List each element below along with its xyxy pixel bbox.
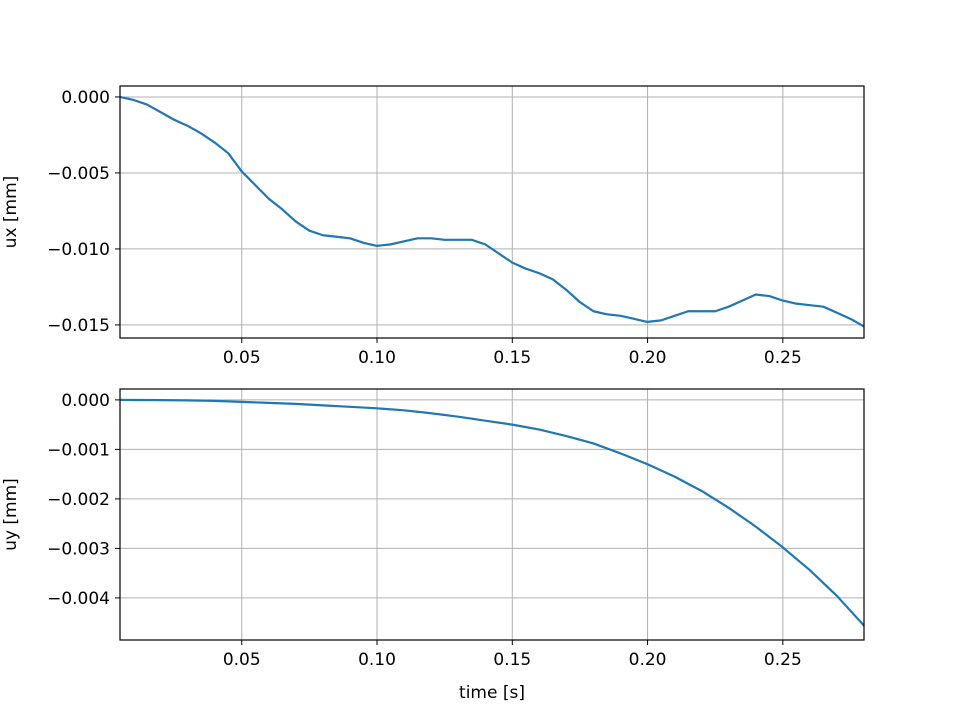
x-tick-label: 0.25 [764,348,802,368]
x-axis-label: time [s] [459,683,525,703]
x-tick-label: 0.05 [223,348,261,368]
y-tick-label: 0.000 [61,391,110,411]
y-tick-label: −0.003 [47,539,110,559]
data-line [119,95,865,328]
axes-frame [119,85,865,339]
y-tick-label: −0.002 [47,490,110,510]
y-tick-label: −0.004 [47,589,110,609]
axes-frame [119,388,865,641]
x-tick-label: 0.15 [493,348,531,368]
y-tick-label: 0.000 [61,88,110,108]
x-tick-label: 0.25 [764,650,802,670]
x-tick-label: 0.10 [358,650,396,670]
y-tick-label: −0.001 [47,440,110,460]
x-tick-label: 0.10 [358,348,396,368]
y-axis-label: ux [mm] [1,176,21,249]
x-tick-label: 0.20 [629,650,667,670]
y-tick-label: −0.010 [47,240,110,260]
x-tick-label: 0.05 [223,650,261,670]
x-tick-label: 0.20 [629,348,667,368]
y-tick-label: −0.005 [47,164,110,184]
y-axis-label: uy [mm] [1,478,21,551]
data-line [119,398,865,627]
y-tick-label: −0.015 [47,316,110,336]
x-tick-label: 0.15 [493,650,531,670]
